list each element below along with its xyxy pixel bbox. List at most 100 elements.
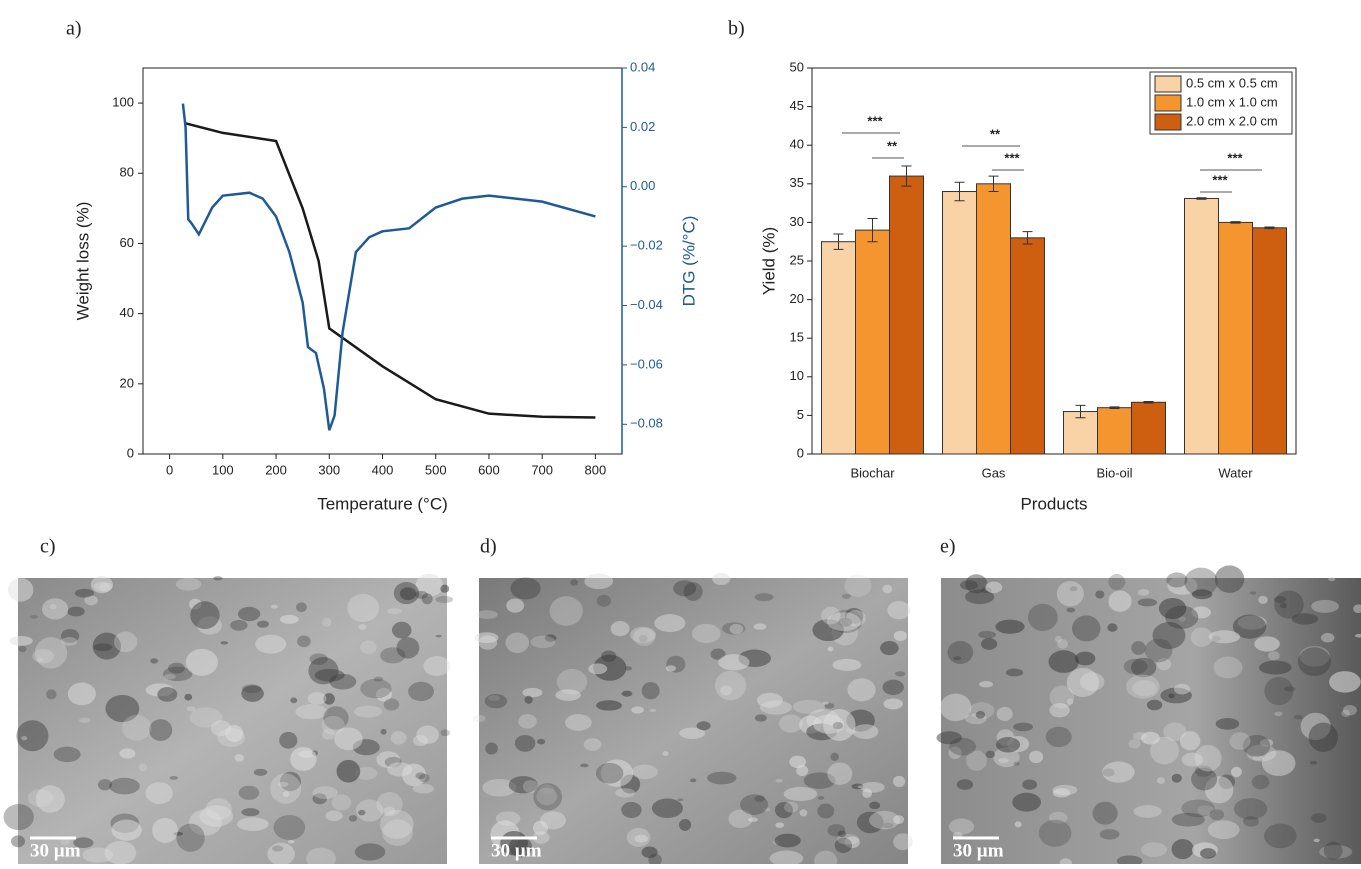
sem-texture <box>189 707 223 728</box>
sem-texture <box>995 737 1021 753</box>
sem-texture <box>837 833 860 845</box>
sem-texture <box>774 802 794 819</box>
sem-texture <box>220 641 229 645</box>
sem-texture <box>537 738 546 745</box>
sem-texture <box>1204 776 1234 804</box>
sem-texture <box>869 801 881 810</box>
sem-texture <box>150 658 159 664</box>
panel-label: b) <box>728 18 745 40</box>
sem-texture <box>279 771 302 792</box>
sem-texture <box>764 807 771 812</box>
sem-texture <box>690 778 697 783</box>
sem-texture <box>633 627 656 647</box>
bar <box>889 175 924 455</box>
panel-label: a) <box>66 18 82 40</box>
legend-label: 2.0 cm x 2.0 cm <box>1186 113 1278 128</box>
sem-texture <box>1252 755 1264 761</box>
sem-texture <box>329 673 357 690</box>
sem-texture <box>325 810 343 822</box>
y-axis-label: Weight loss (%) <box>73 202 92 321</box>
sem-texture <box>119 748 136 759</box>
sem-texture <box>510 577 541 600</box>
sem-texture <box>621 690 633 697</box>
sem-texture <box>3 803 34 831</box>
sem-texture <box>683 582 703 601</box>
sem-texture <box>413 735 428 747</box>
sem-texture <box>1150 736 1179 765</box>
sem-texture <box>9 635 33 646</box>
sem-texture <box>440 584 450 593</box>
sem-texture <box>1079 672 1105 692</box>
sem-texture <box>691 623 721 644</box>
sem-texture <box>237 606 261 622</box>
error-bar <box>833 233 844 250</box>
sem-texture <box>46 689 57 700</box>
x-tick-label: 400 <box>372 462 394 477</box>
sem-background <box>18 578 447 864</box>
sem-texture <box>376 792 403 817</box>
sem-texture <box>380 728 387 735</box>
sem-texture <box>113 631 138 653</box>
sem-texture <box>775 822 785 828</box>
sem-texture <box>8 578 34 602</box>
sem-texture <box>238 785 260 800</box>
significance-label: *** <box>1212 172 1228 187</box>
sem-texture <box>834 837 852 854</box>
sem-texture <box>533 783 563 811</box>
sem-texture <box>61 629 80 644</box>
sem-texture <box>1254 636 1280 652</box>
sem-texture <box>505 632 530 654</box>
sem-texture <box>1237 615 1267 630</box>
bar <box>1252 227 1287 455</box>
sem-texture <box>279 614 299 624</box>
sem-texture <box>74 588 95 598</box>
sem-texture <box>67 682 96 706</box>
sem-texture <box>792 699 826 714</box>
sem-texture <box>495 811 521 826</box>
sem-texture <box>729 623 744 635</box>
x-tick-label: Gas <box>982 465 1006 480</box>
panel-label: d) <box>480 536 497 558</box>
y2-tick-label: −0.08 <box>630 416 663 431</box>
sem-texture <box>893 815 905 825</box>
sem-texture <box>956 779 974 790</box>
significance-label: ** <box>887 138 898 153</box>
sem-texture <box>1273 596 1287 603</box>
bar <box>855 229 890 455</box>
bar <box>1131 401 1166 455</box>
sem-texture <box>789 755 806 769</box>
error-bar <box>1075 404 1086 419</box>
sem-texture <box>188 809 222 836</box>
sem-texture <box>1048 811 1068 824</box>
sem-texture <box>948 818 975 835</box>
sem-texture <box>230 619 248 631</box>
sem-texture <box>696 721 711 731</box>
plot-frame <box>142 67 623 455</box>
sem-texture <box>297 635 311 648</box>
y2-tick-label: 0.02 <box>630 119 655 134</box>
legend-swatch <box>1154 75 1182 93</box>
sem-texture <box>936 731 962 745</box>
sem-texture <box>399 587 417 601</box>
sem-texture <box>1074 651 1096 666</box>
sem-texture <box>282 791 290 798</box>
sem-texture <box>821 606 841 625</box>
sem-texture <box>852 724 879 740</box>
sem-texture <box>308 657 339 685</box>
sem-texture <box>631 706 645 714</box>
sem-texture <box>162 666 193 682</box>
sem-texture <box>415 573 444 597</box>
sem-texture <box>1131 641 1146 655</box>
sem-texture <box>1242 816 1259 827</box>
sem-texture <box>1012 792 1041 812</box>
sem-texture <box>714 670 747 701</box>
sem-texture <box>649 708 657 712</box>
sem-texture <box>953 656 962 661</box>
sem-image <box>936 565 1361 868</box>
x-tick-label: 200 <box>265 462 287 477</box>
sem-texture <box>440 729 451 737</box>
sem-texture <box>27 789 54 808</box>
sem-texture <box>356 799 384 822</box>
sem-texture <box>1342 705 1357 716</box>
sem-texture <box>1045 726 1072 748</box>
